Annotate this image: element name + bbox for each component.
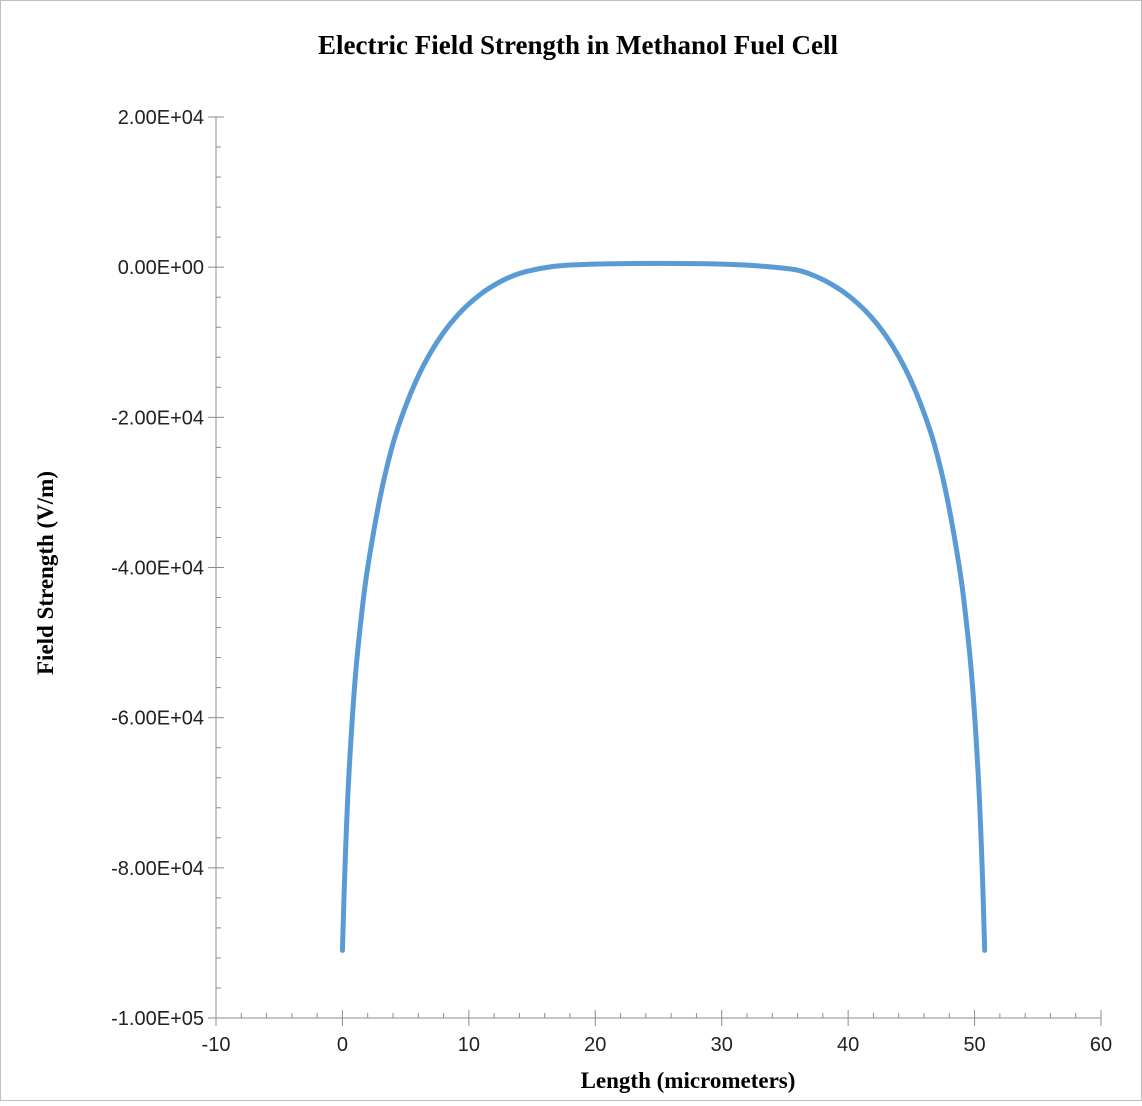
ticks: [208, 116, 1102, 1026]
x-axis-label: Length (micrometers): [581, 1068, 796, 1093]
y-tick-label: -4.00E+04: [111, 558, 204, 580]
series-layer: [339, 260, 988, 953]
y-tick-label: 2.00E+04: [118, 107, 204, 129]
chart-title: Electric Field Strength in Methanol Fuel…: [318, 30, 838, 60]
y-tick-label: 0.00E+00: [118, 257, 204, 279]
x-tick-label: 20: [584, 1034, 606, 1056]
x-tick-label: 50: [963, 1034, 985, 1056]
tick-labels: 2.00E+04 0.00E+00 -2.00E+04 -4.00E+04 -6.00E…: [111, 107, 1112, 1056]
x-tick-label: 60: [1090, 1034, 1112, 1056]
y-tick-label: -8.00E+04: [111, 858, 204, 880]
y-tick-label: -1.00E+05: [111, 1008, 204, 1030]
x-tick-label: -10: [202, 1034, 231, 1056]
x-tick-label: 10: [458, 1034, 480, 1056]
x-tick-label: 40: [837, 1034, 859, 1056]
x-tick-label: 0: [337, 1034, 348, 1056]
x-tick-label: 30: [711, 1034, 733, 1056]
y-tick-label: -6.00E+04: [111, 708, 204, 730]
series-line-0: [339, 260, 988, 953]
y-tick-label: -2.00E+04: [111, 407, 204, 429]
y-axis-label: Field Strength (V/m): [33, 471, 58, 675]
